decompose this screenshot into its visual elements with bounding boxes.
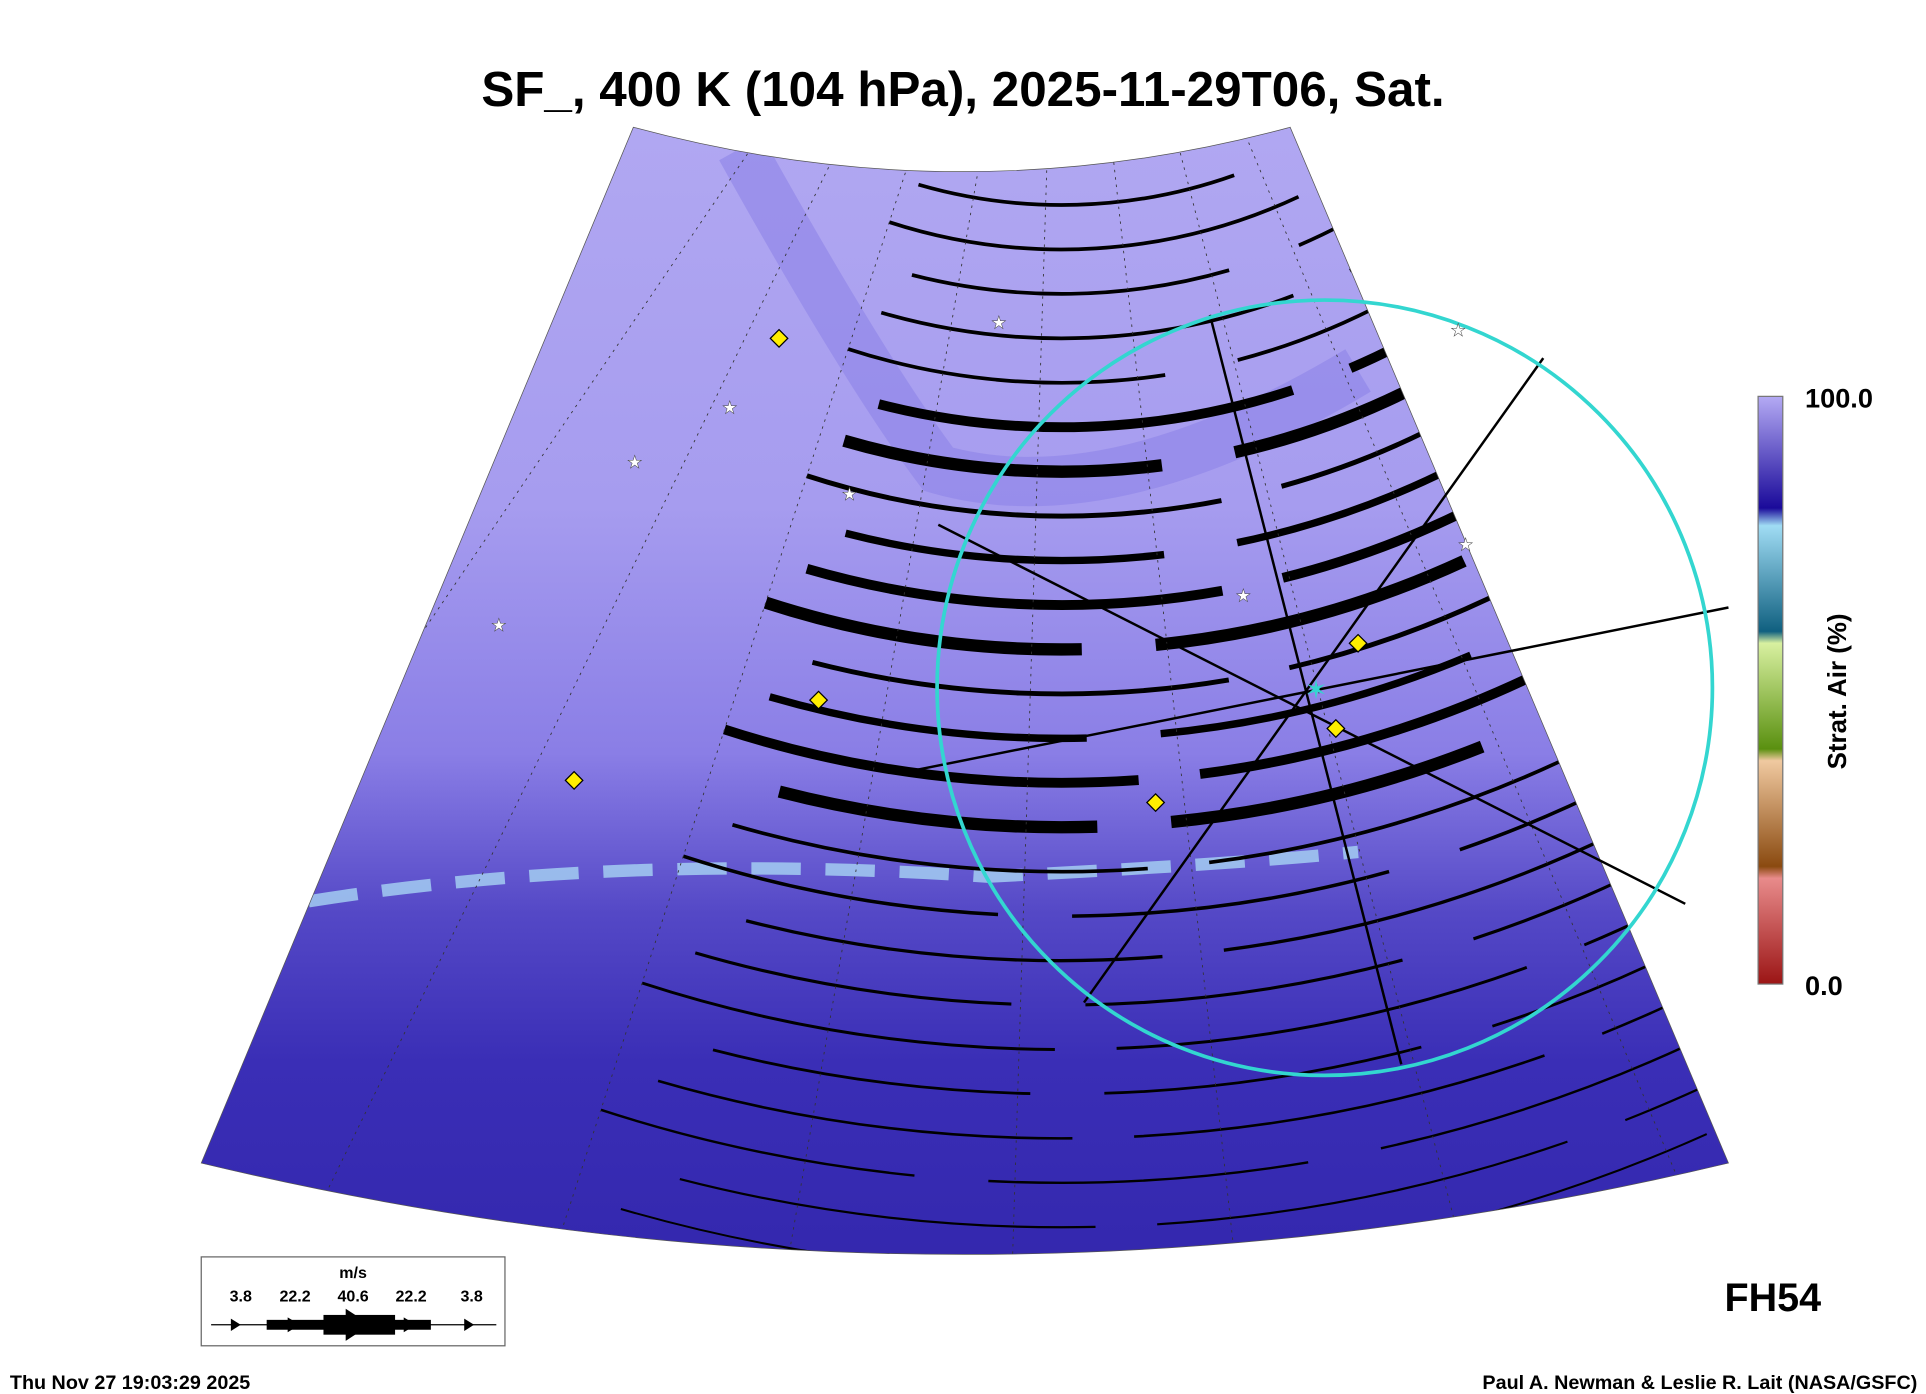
meridian-line (779, 127, 996, 1255)
diamond-marker-icon (1326, 718, 1346, 739)
diamond-marker-icon (564, 770, 584, 790)
streamline (777, 235, 1729, 834)
streamline (722, 226, 1729, 788)
yellow-markers (564, 328, 1368, 813)
streamline (811, 205, 1729, 697)
chart-title: SF_, 400 K (104 hPa), 2025-11-29T06, Sat… (481, 62, 1444, 117)
star-icon: ★ (842, 484, 857, 504)
legend-value: 3.8 (460, 1287, 482, 1305)
legend-value: 40.6 (337, 1287, 368, 1305)
streamline (806, 149, 1729, 519)
diamond-marker-icon (1145, 792, 1166, 813)
meridian-line (1219, 127, 1729, 1255)
streamline (694, 264, 1729, 1007)
meridian-line (535, 127, 938, 1255)
range-circle (935, 298, 1715, 1078)
map-border (200, 126, 1729, 1255)
streamline (641, 269, 1729, 1051)
colorbar (1757, 395, 1784, 985)
field-band (719, 136, 1371, 507)
streamline (847, 127, 1623, 385)
star-icon: ★ (1236, 585, 1251, 605)
star-icon: ★ (491, 615, 506, 635)
streamline (745, 259, 1729, 963)
star-icon: ★ (991, 312, 1006, 332)
footer-credit: Paul A. Newman & Leslie R. Lait (NASA/GS… (1482, 1372, 1917, 1394)
legend-value: 3.8 (230, 1287, 252, 1305)
colorbar-min-label: 0.0 (1805, 970, 1843, 1001)
field-band (307, 845, 1359, 908)
center-star-icon: ✶ (1305, 674, 1328, 705)
station-stars: ★ ★ ★ ★ ★ ★ ★ ★ (491, 312, 1474, 635)
star-icon: ★ (1450, 320, 1465, 340)
star-icon: ★ (722, 398, 737, 418)
diamond-marker-icon (769, 328, 789, 348)
forecast-hour: FH54 (1724, 1276, 1821, 1320)
wind-speed-legend: m/s 3.8 22.2 40.6 22.2 3.8 (200, 1256, 506, 1347)
streamline (679, 274, 1729, 1229)
map-area (201, 127, 1729, 1255)
star-icon: ★ (627, 452, 642, 472)
footer-timestamp: Thu Nov 27 19:03:29 2025 (10, 1372, 250, 1394)
streamline (731, 246, 1729, 874)
streamline (763, 191, 1729, 656)
colorbar-max-label: 100.0 (1805, 382, 1873, 413)
diamond-marker-icon (1348, 633, 1368, 653)
meridian-line (1159, 127, 1478, 1255)
colorbar-title: Strat. Air (%) (1824, 613, 1852, 769)
cross-section-lines (907, 314, 1729, 1065)
legend-value: 22.2 (396, 1287, 427, 1305)
diamond-marker-icon (808, 690, 829, 710)
star-icon: ★ (1458, 535, 1473, 555)
legend-value: 22.2 (279, 1287, 310, 1305)
legend-units: m/s (339, 1264, 367, 1282)
streamline (917, 127, 1464, 207)
streamline (888, 127, 1503, 252)
